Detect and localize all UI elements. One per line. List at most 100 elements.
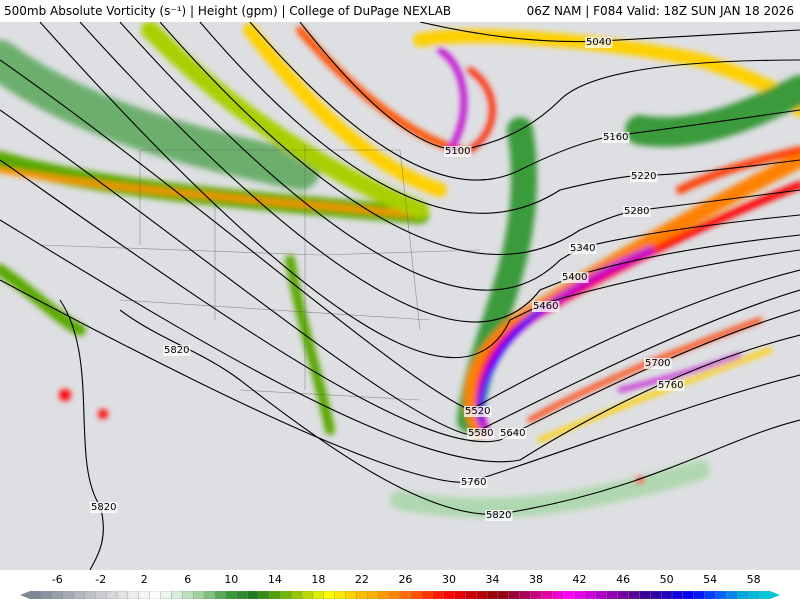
colorbar-swatch	[650, 591, 662, 599]
colorbar-tick-label: -2	[95, 573, 107, 586]
colorbar-swatch	[519, 591, 531, 599]
colorbar-swatch	[280, 591, 292, 599]
contour-label: 5160	[603, 132, 628, 143]
colorbar-tick-label: 34	[485, 573, 500, 586]
colorbar-swatch	[486, 591, 499, 599]
colorbar-swatch	[236, 591, 248, 599]
colorbar-swatch	[584, 591, 597, 599]
colorbar-swatch	[595, 591, 607, 599]
colorbar-swatch	[203, 591, 216, 599]
colorbar-swatch	[247, 591, 259, 599]
contour-label-background	[485, 510, 513, 521]
contour-label: 5820	[486, 510, 511, 521]
colorbar-legend: -6 -2 2 6 10 14 18 22 26 30 34 38 42 46 50 54 58	[0, 570, 800, 600]
colorbar-swatch	[628, 591, 640, 599]
colorbar-swatch	[291, 591, 303, 599]
colorbar-swatch	[301, 591, 314, 599]
contour-label-background	[585, 37, 613, 48]
colorbar-swatch	[367, 591, 379, 599]
colorbar-swatch	[443, 591, 455, 599]
colorbar-swatch	[399, 591, 412, 599]
colorbar-tick-label: 46	[616, 573, 631, 586]
colorbar-swatch	[160, 591, 172, 599]
contour-label-background	[460, 477, 488, 488]
vorticity-map: 5040 5100 5160 5220 5280 5340 5400 5460 …	[0, 22, 800, 570]
contour-label: 5520	[465, 406, 490, 417]
colorbar-swatch	[563, 591, 575, 599]
colorbar-swatch	[388, 591, 401, 599]
contour-label-background	[657, 380, 685, 391]
colorbar-swatch	[258, 591, 270, 599]
contour-label: 5760	[658, 380, 683, 391]
contour-labels: 5040 5100 5160 5220 5280 5340 5400 5460 …	[90, 37, 685, 521]
colorbar-swatch	[214, 591, 227, 599]
colorbar-swatch	[193, 591, 205, 599]
colorbar-tick-label: -6	[51, 573, 63, 586]
contour-label: 5580	[468, 428, 493, 439]
contour-label-background	[163, 345, 191, 356]
contour-label-background	[623, 206, 651, 217]
colorbar-tick-label: 38	[529, 573, 544, 586]
colorbar-swatch	[138, 591, 150, 599]
colorbar-swatch	[84, 591, 96, 599]
colorbar-swatch	[758, 591, 771, 599]
colorbar-swatch	[639, 591, 651, 599]
colorbar-tick-label: 6	[184, 573, 192, 586]
colorbar-swatch	[508, 591, 520, 599]
colorbar-swatch	[51, 591, 63, 599]
state-borders	[39, 145, 481, 401]
product-title: 500mb Absolute Vorticity (s⁻¹) | Height …	[4, 4, 452, 18]
contour-label: 5220	[631, 171, 656, 182]
colorbar-swatch	[573, 591, 586, 599]
colorbar-swatch	[748, 591, 760, 599]
colorbar-tick-label: 18	[311, 573, 326, 586]
colorbar-swatch	[617, 591, 629, 599]
colorbar-swatch	[552, 591, 564, 599]
run-valid-time: 06Z NAM | F084 Valid: 18Z SUN JAN 18 202…	[526, 4, 794, 18]
contour-label-background	[644, 358, 672, 369]
colorbar-swatch	[334, 591, 346, 599]
colorbar-swatch	[29, 591, 42, 599]
colorbar-swatch	[530, 591, 542, 599]
contour-label: 5640	[500, 428, 525, 439]
contour-label: 5400	[562, 272, 587, 283]
colorbar-swatch	[432, 591, 444, 599]
colorbar-swatch	[323, 591, 335, 599]
contour-label-background	[467, 428, 495, 439]
contour-label-background	[569, 243, 597, 254]
contour-label-background	[630, 171, 658, 182]
colorbar-swatch	[465, 591, 477, 599]
colorbar-tick-label: 26	[398, 573, 413, 586]
colorbar-tick-label: 58	[746, 573, 761, 586]
contour-label: 5100	[445, 146, 470, 157]
colorbar-swatch	[410, 591, 422, 599]
contour-label-background	[90, 502, 118, 513]
contour-label: 5460	[533, 301, 558, 312]
colorbar-swatch	[106, 591, 118, 599]
colorbar-swatch	[682, 591, 694, 599]
contour-label-background	[561, 272, 589, 283]
colorbar-swatch	[62, 591, 74, 599]
colorbar-swatch	[225, 591, 237, 599]
colorbar-swatch	[171, 591, 183, 599]
colorbar-tick-label: 50	[659, 573, 674, 586]
contour-label-background	[602, 132, 630, 143]
contour-label: 5820	[164, 345, 189, 356]
colorbar-swatch	[269, 591, 281, 599]
colorbar-tick-label: 30	[441, 573, 456, 586]
colorbar-swatch	[421, 591, 433, 599]
colorbar-swatch	[378, 591, 390, 599]
colorbar-swatch	[671, 591, 684, 599]
colorbar-swatch	[454, 591, 466, 599]
colorbar-tick-label: 2	[140, 573, 148, 586]
colorbar-swatch	[182, 591, 194, 599]
colorbar-swatch	[693, 591, 705, 599]
colorbar-swatch	[40, 591, 52, 599]
colorbar-swatch	[312, 591, 324, 599]
colorbar-swatch	[606, 591, 618, 599]
colorbar-tick-label: 54	[703, 573, 718, 586]
colorbar-swatch	[541, 591, 553, 599]
colorbar-swatch	[116, 591, 129, 599]
contour-label: 5700	[645, 358, 670, 369]
colorbar-swatch	[95, 591, 107, 599]
